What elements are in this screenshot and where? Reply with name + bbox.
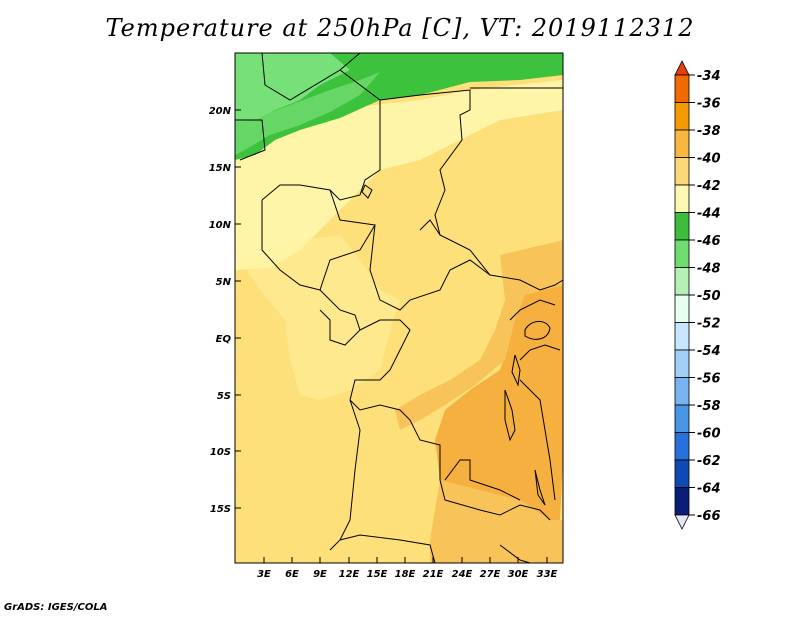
lat-label: 10S [210,447,231,458]
colorbar-label: -58 [697,399,721,414]
colorbar-swatch [674,212,690,241]
lat-label: 10N [209,220,232,231]
field-light-yellow-north [235,80,563,270]
colorbar-label: -64 [697,482,721,497]
chart-title: Temperature at 250hPa [C], VT: 201911231… [105,14,695,42]
colorbar-swatch [674,129,690,158]
colorbar-swatch [674,377,690,406]
colorbar-label: -46 [697,234,721,249]
lon-label: 15E [367,569,388,580]
lat-label: EQ [216,334,232,345]
footer-credit: GrADS: IGES/COLA [4,602,108,613]
colorbar-label: -48 [697,262,721,277]
country-borders [235,52,564,564]
colorbar-swatch [674,74,690,103]
colorbar-label: -56 [697,372,721,387]
colorbar-label: -60 [697,427,721,442]
colorbar-swatch [674,157,690,186]
lat-label: 5S [217,391,231,402]
colorbar-label: -52 [697,317,721,332]
colorbar-label: -66 [697,509,721,524]
colorbar-label: -62 [697,454,721,469]
colorbar-swatch [674,349,690,378]
colorbar-swatch [674,239,690,268]
field-orange-south [430,480,563,563]
lon-label: 6E [285,569,299,580]
colorbar-swatch [674,459,690,488]
colorbar-label: -40 [697,152,721,167]
colorbar-bottom-arrow [674,514,690,530]
lon-label: 21E [423,569,444,580]
colorbar-swatch [674,487,690,516]
lat-label: 5N [216,277,232,288]
lon-label: 30E [508,569,529,580]
longitude-axis: 3E 6E 9E 12E 15E 18E 21E 24E 27E 30E 33E [257,557,558,580]
colorbar-label: -42 [697,179,721,194]
colorbar-top-arrow [674,60,690,76]
lon-label: 27E [480,569,501,580]
lakes [361,184,551,506]
colorbar-label: -36 [697,97,721,112]
lon-label: 18E [395,569,416,580]
colorbar-label: -50 [697,289,721,304]
colorbar-swatch [674,432,690,461]
colorbar-swatch [674,294,690,323]
lon-label: 33E [537,569,558,580]
temperature-field [235,53,563,563]
colorbar-label: -38 [697,124,721,139]
lat-label: 15S [210,504,231,515]
lon-label: 24E [452,569,473,580]
colorbar-label: -54 [697,344,721,359]
field-orange-light-east [395,240,563,430]
lat-label: 20N [209,106,232,117]
latitude-axis: 20N 15N 10N 5N EQ 5S 10S 15S [209,106,241,515]
lon-label: 3E [257,569,271,580]
colorbar-swatch [674,184,690,213]
colorbar-swatch [674,267,690,296]
lon-label: 9E [313,569,327,580]
colorbar-swatch [674,404,690,433]
field-light-yellow-west [240,235,400,400]
map-frame [234,52,564,564]
field-green-light-east [235,72,380,155]
colorbar: -34 -36 -38 -40 -42 -44 -46 -48 -50 -52 -54 -56 -58 -… [674,60,721,530]
lat-label: 15N [209,163,232,174]
colorbar-label: -34 [697,69,721,84]
lon-label: 12E [339,569,360,580]
colorbar-swatch [674,102,690,131]
field-orange-east [435,280,563,545]
colorbar-swatch [674,322,690,351]
colorbar-label: -44 [697,207,721,222]
